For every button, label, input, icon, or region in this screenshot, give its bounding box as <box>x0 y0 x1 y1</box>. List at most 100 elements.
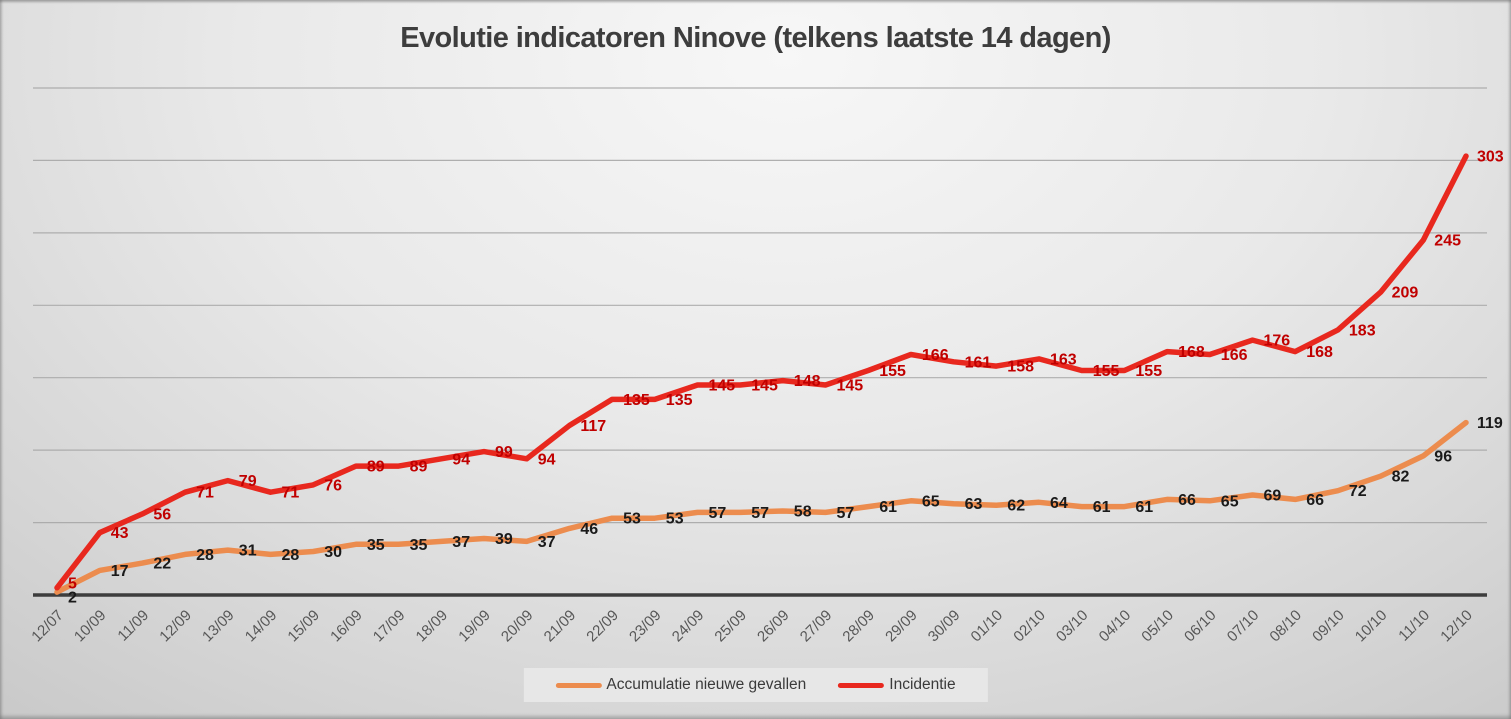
data-label: 72 <box>1349 483 1367 500</box>
data-label: 158 <box>1007 359 1034 376</box>
data-label: 43 <box>111 525 129 542</box>
data-label: 183 <box>1349 322 1376 339</box>
data-label: 46 <box>580 521 598 538</box>
data-label: 155 <box>879 363 906 380</box>
data-label: 37 <box>452 534 470 551</box>
x-tick-label: 01/10 <box>968 607 1007 646</box>
data-label: 66 <box>1306 492 1324 509</box>
x-tick-label: 10/10 <box>1352 607 1391 646</box>
x-tick-label: 25/09 <box>711 607 750 646</box>
data-label: 96 <box>1434 448 1452 465</box>
x-tick-label: 27/09 <box>797 607 836 646</box>
data-label: 65 <box>1221 493 1239 510</box>
data-label: 79 <box>239 473 257 490</box>
data-label: 245 <box>1434 233 1461 250</box>
legend-label-accumulatie: Accumulatie nieuwe gevallen <box>606 676 807 693</box>
data-label: 168 <box>1306 344 1333 361</box>
data-label: 163 <box>1050 351 1077 368</box>
data-label: 176 <box>1264 333 1291 350</box>
data-label: 82 <box>1392 469 1410 486</box>
data-label: 63 <box>965 496 983 513</box>
data-label: 61 <box>1135 499 1153 516</box>
series-line-1 <box>54 153 1469 591</box>
data-label: 89 <box>367 459 385 476</box>
x-tick-label: 11/09 <box>114 607 152 645</box>
x-tick-label: 12/07 <box>28 607 67 646</box>
legend-item-incidentie: Incidentie <box>838 676 956 694</box>
data-label: 39 <box>495 531 513 548</box>
x-tick-label: 11/10 <box>1395 607 1433 645</box>
x-tick-label: 05/10 <box>1138 607 1177 646</box>
data-label: 57 <box>751 505 769 522</box>
x-tick-label: 24/09 <box>669 607 708 646</box>
legend-label-incidentie: Incidentie <box>889 676 956 693</box>
data-label: 166 <box>922 347 949 364</box>
data-label: 61 <box>1093 499 1111 516</box>
legend-swatch-accumulatie-icon <box>555 682 602 688</box>
data-label: 28 <box>196 547 214 564</box>
data-label: 119 <box>1477 415 1503 432</box>
x-tick-label: 03/10 <box>1053 607 1092 646</box>
data-label: 62 <box>1007 498 1025 515</box>
x-tick-label: 28/09 <box>839 607 878 646</box>
data-label: 30 <box>324 544 342 561</box>
data-label: 35 <box>410 537 428 554</box>
legend-item-accumulatie: Accumulatie nieuwe gevallen <box>555 676 806 694</box>
data-label: 145 <box>709 378 736 395</box>
x-tick-label: 20/09 <box>498 607 537 646</box>
data-label: 71 <box>282 485 300 502</box>
data-label: 117 <box>580 418 606 435</box>
x-tick-label: 26/09 <box>754 607 793 646</box>
data-label: 155 <box>1135 363 1162 380</box>
legend-swatch-incidentie-icon <box>838 682 885 688</box>
chart-title: Evolutie indicatoren Ninove (telkens laa… <box>400 22 1111 54</box>
data-label: 69 <box>1264 488 1282 505</box>
data-label: 99 <box>495 444 513 461</box>
data-label: 64 <box>1050 495 1068 512</box>
data-label: 71 <box>196 485 214 502</box>
data-label: 57 <box>837 505 855 522</box>
x-tick-label: 23/09 <box>626 607 665 646</box>
x-tick-label: 17/09 <box>370 607 409 646</box>
data-label: 166 <box>1221 347 1248 364</box>
data-label: 5 <box>68 575 77 592</box>
data-label: 145 <box>837 378 864 395</box>
x-tick-label: 08/10 <box>1266 607 1305 646</box>
series-line-0 <box>54 419 1469 595</box>
x-tick-label: 02/10 <box>1010 607 1049 646</box>
data-label: 209 <box>1392 285 1419 302</box>
data-label: 53 <box>666 511 684 528</box>
data-label: 155 <box>1093 363 1120 380</box>
data-label: 303 <box>1477 149 1504 166</box>
x-tick-label: 30/09 <box>925 607 964 646</box>
data-label: 37 <box>538 534 556 551</box>
chart-legend: Accumulatie nieuwe gevallen Incidentie <box>523 668 988 702</box>
x-tick-label: 09/10 <box>1309 607 1348 646</box>
data-label: 53 <box>623 511 641 528</box>
x-tick-label: 15/09 <box>284 607 323 646</box>
data-label: 168 <box>1178 344 1205 361</box>
x-tick-label: 16/09 <box>327 607 366 646</box>
data-label: 145 <box>751 378 778 395</box>
data-label: 28 <box>282 547 300 564</box>
x-tick-label: 06/10 <box>1181 607 1220 646</box>
data-label: 135 <box>666 392 693 409</box>
x-tick-label: 22/09 <box>583 607 622 646</box>
data-label: 35 <box>367 537 385 554</box>
data-label: 57 <box>709 505 727 522</box>
data-label: 148 <box>794 373 821 390</box>
data-label: 65 <box>922 493 940 510</box>
data-label: 31 <box>239 543 257 560</box>
data-label: 94 <box>452 451 470 468</box>
data-label: 2 <box>68 589 77 606</box>
x-tick-label: 04/10 <box>1096 607 1135 646</box>
x-tick-label: 12/09 <box>156 607 195 646</box>
x-tick-label: 19/09 <box>455 607 494 646</box>
data-label: 135 <box>623 392 650 409</box>
x-tick-label: 10/09 <box>71 607 110 646</box>
data-label: 94 <box>538 451 556 468</box>
x-tick-label: 14/09 <box>242 607 281 646</box>
data-label: 66 <box>1178 492 1196 509</box>
